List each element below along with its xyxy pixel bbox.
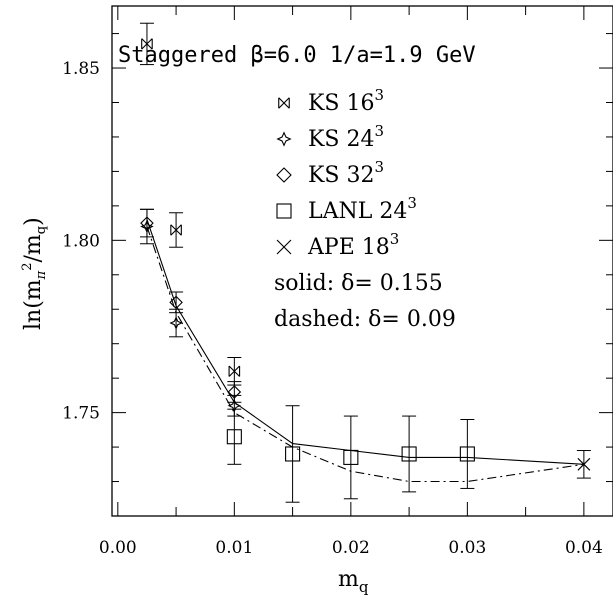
- square-marker: [226, 429, 242, 445]
- x-axis-title-main: m: [338, 567, 359, 592]
- square-marker: [401, 446, 417, 462]
- crossed-square-marker: [141, 38, 153, 50]
- crossed-square-marker: [278, 97, 290, 109]
- diamond-marker: [140, 216, 154, 230]
- legend-label-sup: 3: [375, 122, 385, 140]
- x-marker: [276, 239, 292, 255]
- x-marker: [577, 457, 591, 471]
- x-tick-label: 0.01: [215, 538, 253, 558]
- legend-label-name: LANL 24: [308, 199, 407, 224]
- plot-frame: [111, 5, 613, 517]
- data-points: [139, 22, 591, 503]
- legend-label: KS 163: [308, 86, 384, 116]
- star-marker: [276, 131, 292, 147]
- axis-tick-labels: 0.00 0.01 0.02 0.03 0.04 1.75 1.80 1.85: [62, 59, 603, 558]
- legend-label-sup: 3: [390, 230, 400, 248]
- x-axis-title-sub: q: [359, 578, 369, 596]
- x-tick-label: 0.02: [332, 538, 370, 558]
- y-tick-label: 1.75: [62, 404, 100, 424]
- y-axis-title-sub: π: [34, 270, 49, 280]
- legend-label-name: APE 18: [307, 235, 390, 260]
- x-axis-title: mq: [338, 567, 369, 596]
- fit-dashdot-line: [146, 226, 584, 483]
- legend-label: LANL 243: [308, 194, 417, 224]
- y-axis-title-sub2: q: [34, 226, 49, 234]
- legend-label-name: KS 32: [308, 163, 375, 188]
- square-marker: [459, 446, 475, 462]
- axis-ticks: [112, 6, 613, 517]
- legend-label-name: KS 16: [308, 91, 375, 116]
- y-tick-label: 1.85: [62, 59, 100, 79]
- y-axis-title-a: ln(m: [21, 279, 46, 330]
- y-axis-title: ln(mπ2/mq): [20, 217, 49, 330]
- legend-label: KS 323: [308, 158, 384, 188]
- y-axis-title-close: ): [21, 217, 46, 226]
- fit-curves: [146, 219, 584, 483]
- legend-label: APE 183: [307, 230, 399, 260]
- fit-solid-line: [146, 219, 584, 465]
- diamond-marker: [169, 295, 183, 310]
- y-axis-title-b: /m: [21, 234, 46, 262]
- star-marker: [169, 316, 183, 330]
- x-tick-label: 0.03: [448, 538, 486, 558]
- y-axis-title-sup: 2: [20, 263, 35, 271]
- legend-label-sup: 3: [375, 158, 385, 176]
- legend-label-name: KS 24: [308, 127, 375, 152]
- legend-label-sup: 3: [375, 86, 385, 104]
- square-marker: [285, 446, 301, 462]
- square-marker: [343, 449, 359, 465]
- crossed-square-marker: [170, 224, 182, 236]
- crossed-square-marker: [228, 365, 241, 377]
- legend-label: KS 243: [308, 122, 384, 152]
- x-tick-label: 0.04: [565, 538, 603, 558]
- chart-title: Staggered β=6.0 1/a=1.9 GeV: [118, 43, 476, 68]
- square-marker: [276, 203, 292, 219]
- legend-label-sup: 3: [407, 194, 417, 212]
- diamond-marker: [276, 167, 292, 183]
- fit-label: dashed: δ= 0.09: [274, 307, 456, 332]
- fit-label: solid: δ= 0.155: [274, 271, 443, 296]
- x-tick-label: 0.00: [99, 538, 137, 558]
- y-tick-label: 1.80: [62, 231, 100, 251]
- diamond-marker: [227, 385, 242, 399]
